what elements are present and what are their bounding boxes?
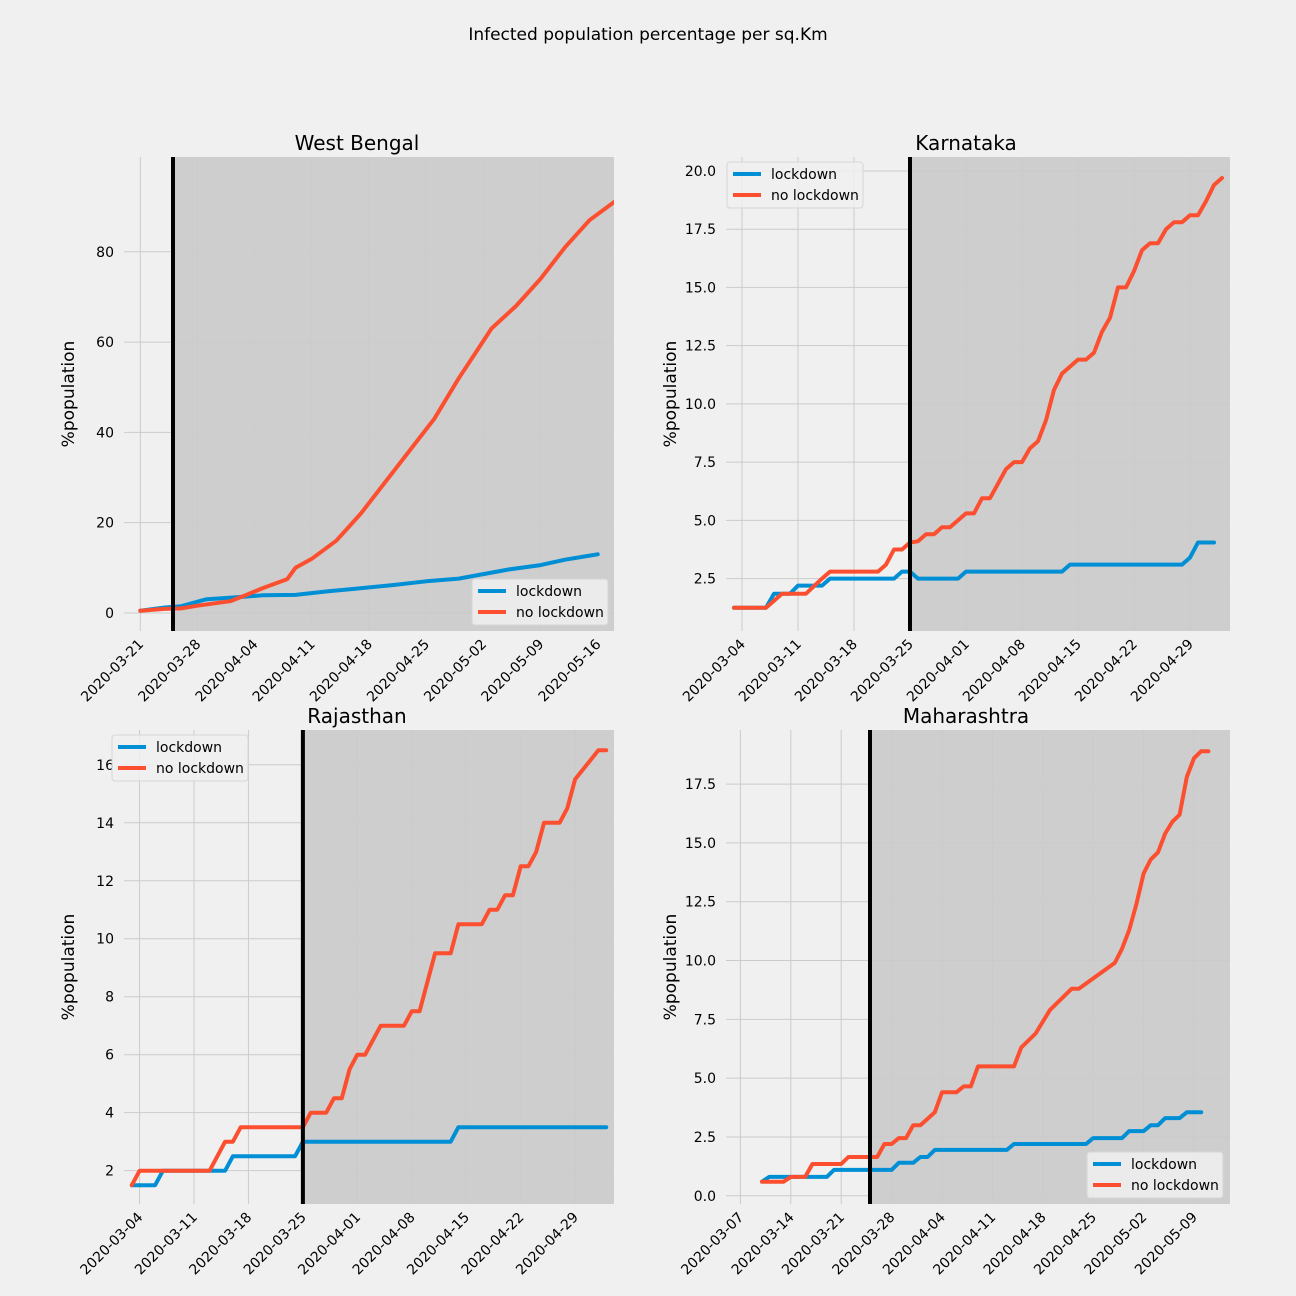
y-tick-label: 17.5 (685, 222, 716, 238)
series-line-no-lockdown (732, 176, 1224, 610)
lockdown-period-shade (173, 157, 614, 631)
y-tick-label: 12.5 (685, 895, 716, 911)
series-line-lockdown (129, 1125, 609, 1188)
y-tick-label: 20 (96, 516, 114, 532)
series-line-no-lockdown (138, 199, 614, 613)
legend-label: lockdown (156, 740, 222, 756)
y-tick-label: 40 (96, 425, 114, 441)
legend-label: no lockdown (1131, 1178, 1219, 1194)
chart-title: Rajasthan (307, 704, 406, 728)
y-axis-label: %population (661, 914, 681, 1021)
series-line-no-lockdown (129, 748, 609, 1188)
y-tick-label: 10.0 (685, 397, 716, 413)
y-tick-label: 16 (96, 758, 114, 774)
y-tick-label: 15.0 (685, 280, 716, 296)
legend-label: no lockdown (771, 188, 859, 204)
y-tick-label: 15.0 (685, 836, 716, 852)
chart-legend: lockdown no lockdown (1086, 1151, 1224, 1199)
chart-legend: lockdown no lockdown (726, 161, 864, 209)
y-tick-label: 2 (105, 1164, 114, 1180)
y-tick-label: 0 (105, 606, 114, 622)
series-line-no-lockdown (760, 749, 1211, 1184)
y-tick-label: 80 (96, 245, 114, 261)
y-axis-label: %population (59, 341, 79, 448)
y-tick-label: 6 (105, 1048, 114, 1064)
lockdown-period-shade (910, 157, 1230, 631)
y-tick-label: 7.5 (694, 1012, 716, 1028)
y-tick-label: 0.0 (694, 1189, 716, 1205)
legend-label: no lockdown (156, 761, 244, 777)
chart-legend: lockdown no lockdown (111, 734, 249, 782)
y-tick-label: 12 (96, 874, 114, 890)
y-tick-label: 5.0 (694, 1071, 716, 1087)
chart-title: Maharashtra (903, 704, 1029, 728)
series-line-lockdown (138, 552, 600, 613)
y-tick-label: 12.5 (685, 339, 716, 355)
y-tick-label: 8 (105, 990, 114, 1006)
legend-label: lockdown (771, 167, 837, 183)
y-tick-label: 60 (96, 335, 114, 351)
lockdown-period-shade (870, 730, 1230, 1204)
legend-label: no lockdown (516, 605, 604, 621)
y-tick-label: 14 (96, 816, 114, 832)
chart-panel-2: 2.55.07.510.012.515.017.520.02020-03-042… (661, 131, 1230, 705)
y-axis-label: %population (661, 341, 681, 448)
legend-label: lockdown (1131, 1157, 1197, 1173)
y-tick-label: 2.5 (694, 1130, 716, 1146)
lockdown-period-shade (302, 730, 614, 1204)
y-tick-label: 10.0 (685, 954, 716, 970)
figure-suptitle: Infected population percentage per sq.Km (468, 25, 827, 45)
chart-legend: lockdown no lockdown (471, 578, 609, 626)
y-tick-label: 2.5 (694, 572, 716, 588)
y-tick-label: 20.0 (685, 164, 716, 180)
y-tick-label: 5.0 (694, 513, 716, 529)
chart-title: West Bengal (295, 131, 420, 155)
chart-panel-1: 0204060802020-03-212020-03-282020-04-042… (59, 131, 614, 705)
y-axis-label: %population (59, 914, 79, 1021)
series-line-lockdown (760, 1110, 1204, 1184)
y-tick-label: 7.5 (694, 455, 716, 471)
chart-title: Karnataka (915, 131, 1016, 155)
legend-label: lockdown (516, 584, 582, 600)
y-tick-label: 17.5 (685, 777, 716, 793)
y-tick-label: 10 (96, 932, 114, 948)
y-tick-label: 4 (105, 1106, 114, 1122)
